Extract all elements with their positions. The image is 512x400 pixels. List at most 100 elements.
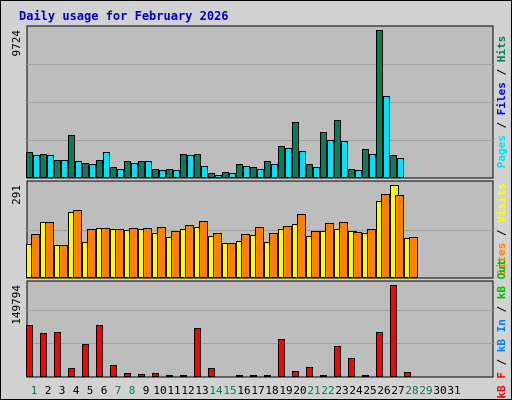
bar-kb-f [82,344,89,377]
x-day-label: 1 [31,384,38,397]
bar-pages [397,158,404,178]
bar-kb-f [292,371,299,377]
bar-hits [40,154,47,178]
bar-kb-f [180,375,187,377]
x-day-label: 5 [87,384,94,397]
x-day-label: 9 [143,384,150,397]
series-label-part: / [495,223,508,243]
x-day-label: 20 [293,384,306,397]
series-label-part: Visits [495,183,508,223]
bar-hits [194,154,201,178]
bar-kb-f [110,365,117,377]
x-day-label: 29 [419,384,432,397]
series-label-part: / [495,62,508,82]
bar-sites [381,194,390,278]
bar-pages [173,170,180,178]
bar-hits [348,169,355,178]
bar-kb-f [390,285,397,377]
bar-sites [73,210,82,278]
x-day-label: 24 [349,384,363,397]
bar-sites [283,226,292,278]
bar-sites [241,234,250,278]
bar-sites [255,227,264,278]
x-day-label: 15 [223,384,236,397]
bar-sites [325,223,334,278]
panel-y-tick-label: 291 [10,185,23,205]
bar-hits [376,30,383,178]
panel-y-tick-label: 9724 [10,30,23,57]
series-label-part: Pages [495,135,508,168]
chart-panel-hits-files-pages: 9724 Pages / Files / Hits [10,25,508,179]
x-day-label: 8 [129,384,136,397]
bar-pages [299,151,306,178]
x-day-label: 12 [181,384,194,397]
bar-kb-f [68,368,75,377]
bar-pages [75,161,82,178]
x-day-label: 21 [307,384,320,397]
bar-hits [390,155,397,178]
bar-hits [68,135,75,178]
panel-y-tick-label: 149794 [10,285,23,325]
bar-hits [292,122,299,178]
bar-pages [341,141,348,178]
bar-pages [47,155,54,178]
bar-kb-f [138,374,145,377]
bar-kb-f [152,373,159,377]
bar-pages [285,148,292,178]
bar-pages [369,154,376,178]
bar-pages [61,160,68,178]
bar-pages [229,173,236,178]
bar-hits [264,161,271,178]
x-day-label: 2 [45,384,52,397]
bar-sites [367,229,376,278]
bar-kb-f [40,333,47,377]
bar-sites [213,233,222,278]
bar-hits [208,173,215,178]
x-day-label: 26 [377,384,390,397]
x-day-label: 28 [405,384,418,397]
x-axis-day-labels: 1 2 3 4 5 6 7 8 9 10 11 12 13 14 15 16 17 18 19 20 21 22 23 24 2… [31,384,461,397]
bar-kb-f [236,375,243,377]
bar-pages [243,166,250,178]
series-label-part: kB In [495,319,508,352]
bar-pages [131,163,138,178]
bar-kb-f [208,368,215,377]
bar-hits [180,154,187,178]
bar-hits [138,161,145,178]
series-label-part: Files [495,82,508,115]
bar-hits [362,149,369,178]
x-day-label: 22 [321,384,334,397]
bar-sites [115,229,124,278]
chart-panel-kbf-kbin-kbout: 149794 kB F / kB In / kB Out [10,259,508,398]
bar-sites [101,228,110,278]
bar-sites [143,228,152,278]
bar-kb-f [26,325,33,377]
series-label-part: kB F [495,372,508,399]
x-day-label: 6 [101,384,108,397]
x-day-label: 16 [237,384,250,397]
bar-hits [110,167,117,178]
x-day-label: 7 [115,384,122,397]
x-day-label: 25 [363,384,376,397]
bar-kb-f [404,372,411,377]
x-day-label: 3 [59,384,66,397]
bar-sites [129,228,138,278]
bar-kb-f [348,358,355,377]
bar-sites [59,245,68,278]
bar-hits [96,160,103,178]
bar-kb-f [306,367,313,377]
bar-kb-f [166,375,173,377]
bar-sites [199,221,208,278]
x-day-label: 27 [391,384,404,397]
x-day-label: 14 [209,384,223,397]
bar-pages [103,152,110,178]
bar-sites [353,232,362,278]
x-day-label: 18 [265,384,278,397]
bar-kb-f [96,325,103,377]
bar-sites [339,222,348,278]
x-day-label: 11 [167,384,180,397]
bar-hits [166,169,173,178]
bar-sites [185,225,194,278]
bar-hits [26,152,33,178]
bar-pages [159,170,166,178]
